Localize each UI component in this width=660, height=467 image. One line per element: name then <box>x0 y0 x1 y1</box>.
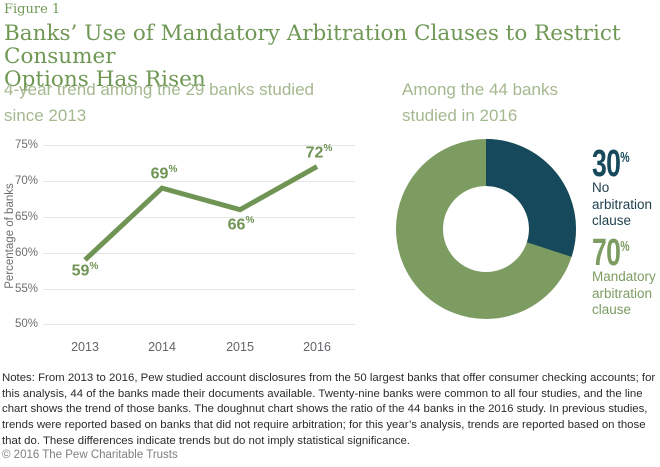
copyright-text: © 2016 The Pew Charitable Trusts <box>2 449 178 461</box>
y-gridline <box>43 145 355 146</box>
donut-label-no-arbitration: No arbitration clause <box>592 180 653 228</box>
y-tick-label: 65% <box>14 211 38 223</box>
x-tick-label: 2015 <box>226 340 254 354</box>
y-axis-title: Percentage of banks <box>4 183 16 289</box>
figure-title: Banks’ Use of Mandatory Arbitration Clau… <box>4 22 660 91</box>
y-tick-label: 60% <box>14 247 38 259</box>
line-chart-subtitle: 4-year trend among the 29 banks studied … <box>4 80 314 125</box>
y-gridline <box>43 181 355 182</box>
figure-title-line2: Options Has Risen <box>4 67 206 92</box>
y-gridline <box>43 253 355 254</box>
y-gridline <box>43 217 355 218</box>
donut-svg <box>396 139 576 319</box>
y-tick-label: 70% <box>14 175 38 187</box>
data-label-2014: 69% <box>150 164 178 183</box>
donut-value-no-arbitration: 30% <box>592 143 630 185</box>
data-label-2013: 59% <box>71 261 99 280</box>
x-tick-label: 2016 <box>303 340 331 354</box>
y-tick-label: 55% <box>14 283 38 295</box>
notes-text: Notes: From 2013 to 2016, Pew studied ac… <box>2 372 656 447</box>
donut-label-mandatory: Mandatory arbitration clause <box>592 269 656 317</box>
y-tick-label: 50% <box>14 318 38 330</box>
data-label-2016: 72% <box>305 143 333 162</box>
figure-title-line1: Banks’ Use of Mandatory Arbitration Clau… <box>4 21 621 69</box>
y-tick-label: 75% <box>14 139 38 151</box>
y-gridline <box>43 324 355 325</box>
y-gridline <box>43 289 355 290</box>
data-label-2015: 66% <box>227 215 255 234</box>
donut-chart-subtitle: Among the 44 banks studied in 2016 <box>402 80 558 125</box>
donut-segment-no-arbitration <box>396 139 576 319</box>
figure-label: Figure 1 <box>4 2 61 17</box>
donut-value-mandatory: 70% <box>592 232 630 274</box>
x-tick-label: 2013 <box>71 340 99 354</box>
x-tick-label: 2014 <box>148 340 176 354</box>
